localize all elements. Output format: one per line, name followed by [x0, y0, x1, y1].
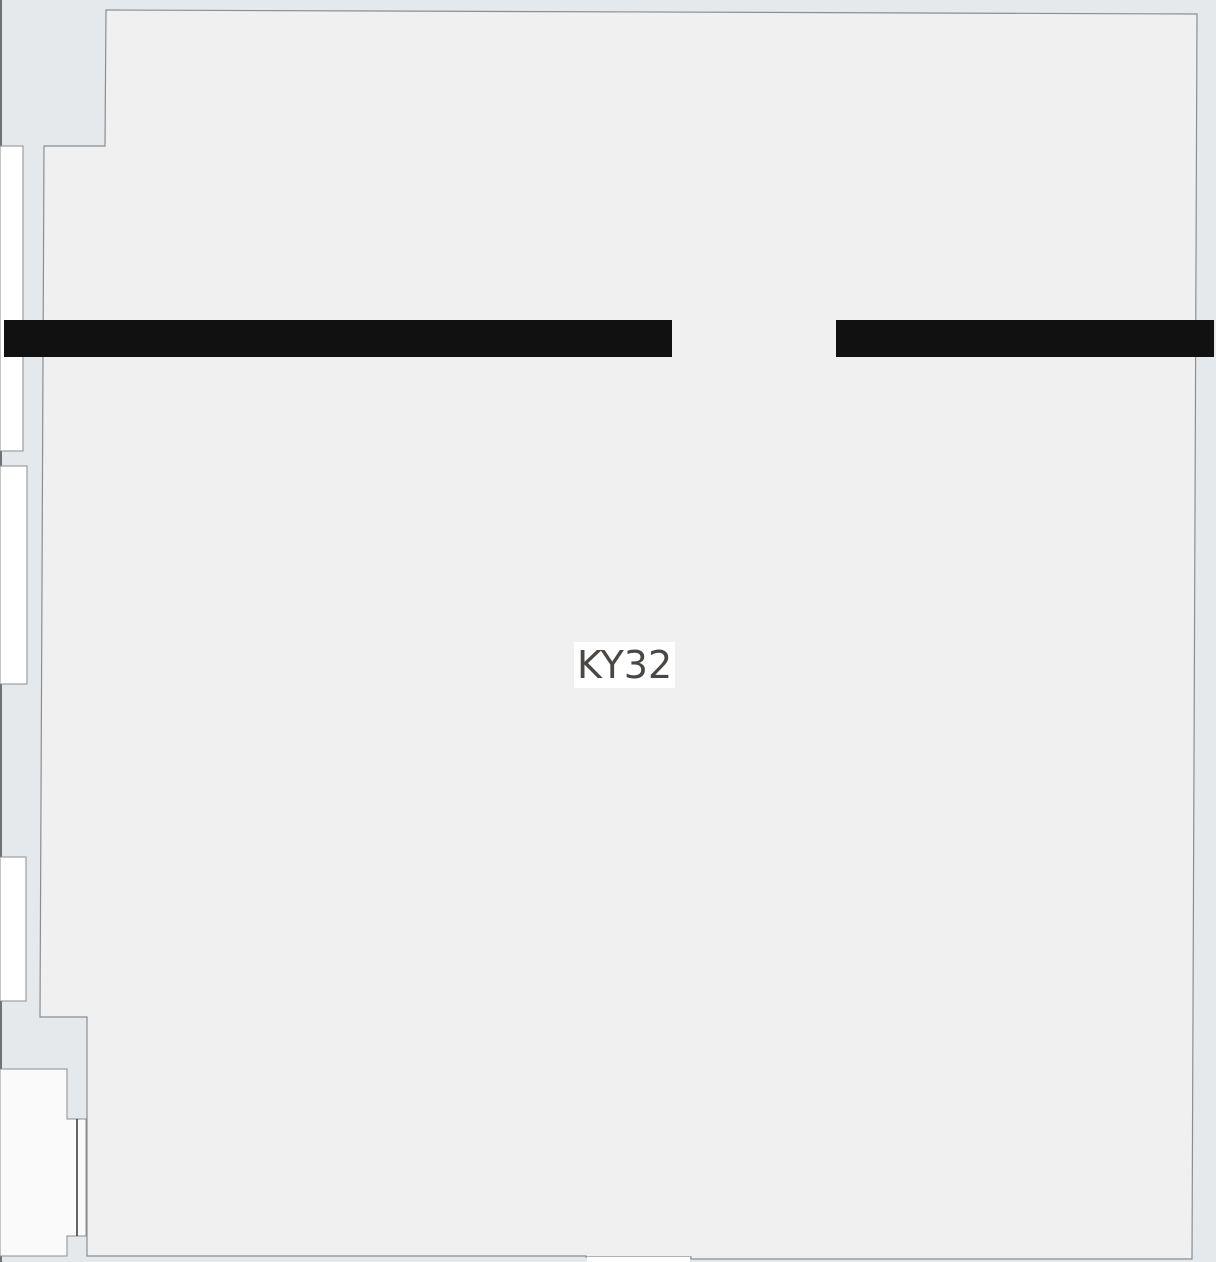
adjacent-room-3[interactable] [0, 856, 27, 1002]
adjacent-room-2[interactable] [0, 465, 28, 685]
room-label[interactable]: KY32 [574, 642, 676, 688]
room-ky32-area[interactable] [39, 9, 1198, 1260]
redaction-bar-right [836, 320, 1214, 357]
redaction-bar-left [4, 320, 672, 357]
adjacent-room-1[interactable] [0, 145, 24, 452]
stair-room[interactable] [0, 1068, 87, 1257]
bottom-door-gap [587, 1257, 690, 1262]
